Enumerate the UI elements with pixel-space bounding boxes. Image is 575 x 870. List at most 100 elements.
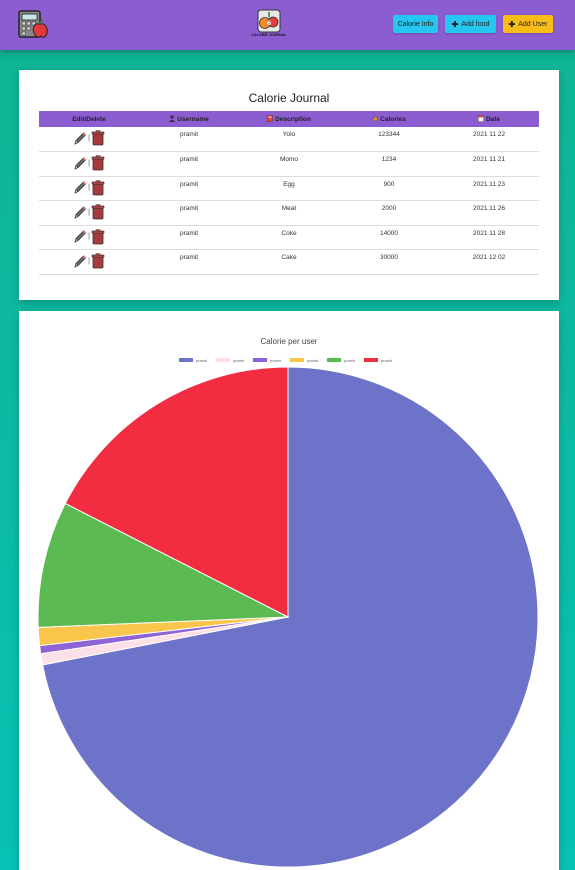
legend-item[interactable]: pramit: [327, 356, 355, 364]
calorie-info-label: Calorie Info: [397, 20, 434, 28]
cell-username: pramit: [179, 229, 199, 237]
legend-label: pramit: [196, 357, 208, 363]
chart-card: Calorie per user pramit pramit pramit prami…: [19, 311, 559, 870]
journal-table: Edit/Delete Username Description Calorie…: [39, 111, 539, 275]
legend-item[interactable]: pramit: [253, 356, 281, 364]
calculator-apple-logo-icon[interactable]: [18, 10, 48, 40]
table-header-row: Edit/Delete Username Description Calorie…: [39, 111, 539, 127]
row-actions-cell: |: [39, 225, 139, 250]
food-logo-icon: 6: [257, 9, 281, 33]
add-food-button[interactable]: ✚ Add food: [445, 15, 496, 33]
cell-description: Coke: [281, 229, 297, 237]
cell-date: 2021 11 22: [472, 131, 506, 138]
cell-description: Yolo: [282, 131, 296, 138]
legend-item[interactable]: pramit: [179, 356, 207, 364]
navbar: 6 CALORIE JOURNAL Calorie Info ✚ Add foo…: [0, 0, 575, 50]
cell-date: 2021 12 02: [472, 254, 506, 261]
legend-item[interactable]: pramit: [290, 356, 318, 364]
row-actions-cell: |: [39, 250, 139, 275]
legend-label: pramit: [344, 357, 356, 363]
legend-item[interactable]: pramit: [364, 356, 392, 364]
calorie-journal-logo[interactable]: 6 CALORIE JOURNAL: [249, 8, 289, 42]
table-row: | pramit Coke 14000 2021 11 28: [39, 225, 539, 250]
edit-pencil-icon[interactable]: [73, 254, 87, 269]
cell-description: Egg: [283, 180, 295, 188]
delete-trash-icon[interactable]: [91, 204, 105, 220]
column-header-edit-delete: Edit/Delete: [72, 115, 106, 123]
cell-calories: 2000: [381, 205, 397, 212]
table-row: | pramit Cake 30000 2021 12 02: [39, 250, 539, 275]
journal-title: Calorie Journal: [248, 91, 330, 105]
chart-title: Calorie per user: [260, 337, 318, 346]
svg-text:6: 6: [267, 20, 271, 27]
legend-swatch: [216, 358, 230, 362]
action-separator: |: [88, 184, 90, 191]
user-icon: [169, 115, 175, 122]
cell-date: 2021 11 23: [472, 180, 506, 188]
add-user-button[interactable]: ✚ Add User: [503, 15, 553, 33]
legend-label: pramit: [381, 357, 393, 363]
plus-icon: ✚: [451, 19, 459, 29]
delete-trash-icon[interactable]: [91, 179, 105, 196]
cell-description: Meat: [281, 205, 297, 212]
row-actions-cell: |: [39, 176, 139, 201]
table-row: | pramit Yolo 123344 2021 11 22: [39, 127, 539, 152]
delete-trash-icon[interactable]: [91, 155, 105, 171]
column-header-description: Description: [239, 111, 339, 127]
pie-slice[interactable]: [64, 366, 289, 618]
table-row: | pramit Momo 1234 2021 11 21: [39, 152, 539, 177]
row-actions-cell: |: [39, 127, 139, 152]
legend-swatch: [364, 358, 378, 362]
plus-icon: ✚: [508, 19, 516, 29]
pie-chart: [37, 366, 539, 868]
calorie-info-button[interactable]: Calorie Info: [393, 15, 438, 33]
delete-trash-icon[interactable]: [91, 130, 105, 146]
legend-swatch: [179, 358, 193, 362]
journal-card: Calorie Journal Edit/Delete Username Des…: [19, 70, 559, 300]
cell-username: pramit: [179, 156, 199, 163]
cell-username: pramit: [179, 205, 199, 212]
cell-calories: 14000: [379, 229, 399, 237]
table-row: | pramit Meat 2000 2021 11 26: [39, 201, 539, 226]
cell-date: 2021 11 21: [472, 156, 506, 163]
cell-username: pramit: [179, 180, 199, 188]
pie-slice[interactable]: [42, 366, 539, 868]
legend-item[interactable]: pramit: [216, 356, 244, 364]
cell-username: pramit: [179, 254, 199, 261]
legend-label: pramit: [270, 357, 282, 363]
fire-icon: [372, 115, 378, 122]
edit-pencil-icon[interactable]: [73, 131, 87, 146]
logo-text: CALORIE JOURNAL: [251, 33, 287, 37]
action-separator: |: [88, 159, 90, 167]
column-header-date: Date: [439, 111, 539, 127]
cell-date: 2021 11 26: [472, 205, 506, 212]
table-row: | pramit Egg 900 2021 11 23: [39, 176, 539, 201]
cell-calories: 900: [383, 180, 395, 188]
row-actions-cell: |: [39, 152, 139, 177]
action-separator: |: [88, 233, 90, 240]
edit-pencil-icon[interactable]: [73, 156, 87, 171]
action-separator: |: [88, 208, 90, 216]
journal-table-body: | pramit Yolo 123344 2021 11 22 | pramit Momo 12…: [39, 127, 539, 274]
edit-pencil-icon[interactable]: [73, 205, 87, 220]
pie-slice[interactable]: [37, 502, 290, 628]
column-header-calories: Calories: [339, 111, 439, 127]
edit-pencil-icon[interactable]: [73, 180, 87, 195]
add-food-label: Add food: [461, 20, 490, 28]
action-separator: |: [88, 257, 90, 265]
legend-label: pramit: [233, 357, 245, 363]
row-actions-cell: |: [39, 201, 139, 226]
calendar-icon: [478, 115, 484, 122]
legend-swatch: [327, 358, 341, 362]
cell-date: 2021 11 28: [472, 229, 506, 237]
legend-swatch: [290, 358, 304, 362]
edit-pencil-icon[interactable]: [73, 229, 87, 244]
cell-calories: 1234: [381, 156, 397, 163]
legend-swatch: [253, 358, 267, 362]
delete-trash-icon[interactable]: [91, 228, 105, 245]
notebook-icon: [267, 115, 273, 122]
cell-calories: 123344: [378, 131, 400, 138]
delete-trash-icon[interactable]: [91, 253, 105, 269]
column-header-username: Username: [139, 111, 239, 127]
cell-description: Momo: [279, 156, 299, 163]
